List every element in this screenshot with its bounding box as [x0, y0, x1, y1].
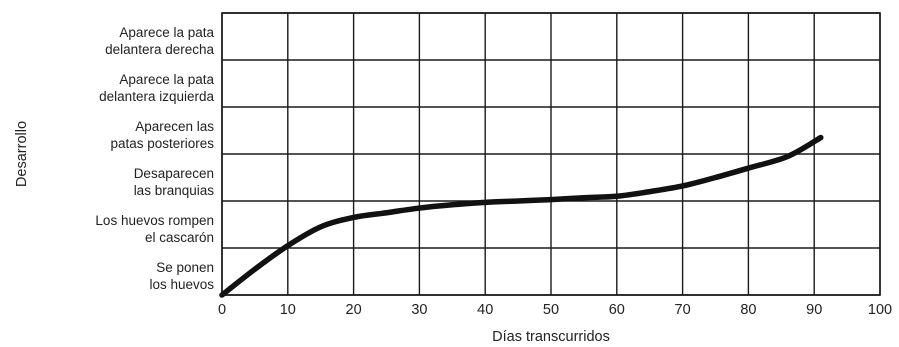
x-tick-label: 30: [411, 302, 427, 318]
y-category-label: Aparecen las patas posteriores: [110, 119, 214, 151]
y-category-label-line: delantera izquierda: [99, 89, 214, 104]
y-category-label: Aparece la pata delantera derecha: [105, 25, 214, 57]
x-tick-label: 0: [218, 302, 226, 318]
y-category-label-line: el cascarón: [145, 230, 214, 245]
x-tick-labels: 0 10 20 30 40 50 60 70 80 90 100: [218, 302, 892, 318]
x-tick-label: 60: [609, 302, 625, 318]
y-category-label-line: las branquias: [134, 183, 215, 198]
y-category-label-line: Los huevos rompen: [95, 213, 214, 228]
x-axis-title: Días transcurridos: [492, 329, 610, 345]
x-tick-label: 10: [280, 302, 296, 318]
y-category-labels: Se ponen los huevos Los huevos rompen el ca…: [95, 25, 214, 292]
plot-area-frame: [221, 12, 881, 296]
y-axis-title: Desarrollo: [14, 121, 30, 187]
x-tick-label: 100: [868, 302, 892, 318]
y-category-label: Se ponen los huevos: [149, 260, 214, 292]
x-tick-label: 40: [477, 302, 493, 318]
y-category-label-line: Se ponen: [156, 260, 214, 275]
x-tick-label: 50: [543, 302, 559, 318]
y-category-label: Los huevos rompen el cascarón: [95, 213, 214, 245]
y-category-label: Aparece la pata delantera izquierda: [99, 72, 214, 104]
y-category-label-line: patas posteriores: [110, 136, 214, 151]
x-tick-label: 20: [346, 302, 362, 318]
y-category-label-line: Desaparecen: [134, 166, 214, 181]
y-category-label-line: los huevos: [149, 277, 214, 292]
y-category-label: Desaparecen las branquias: [134, 166, 215, 198]
y-category-label-line: Aparecen las: [135, 119, 214, 134]
y-category-label-line: Aparece la pata: [119, 72, 214, 87]
y-category-label-line: Aparece la pata: [119, 25, 214, 40]
development-line: [219, 134, 824, 298]
x-tick-label: 90: [806, 302, 822, 318]
x-tick-label: 80: [740, 302, 756, 318]
grid: [221, 12, 881, 296]
x-tick-label: 70: [675, 302, 691, 318]
series-layer: [219, 134, 824, 298]
y-category-label-line: delantera derecha: [105, 42, 214, 57]
